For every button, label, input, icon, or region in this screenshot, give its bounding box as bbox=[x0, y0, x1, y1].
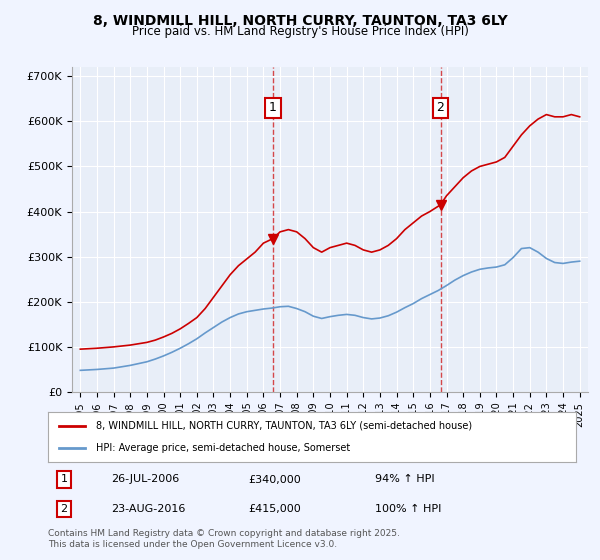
Text: 1: 1 bbox=[61, 474, 67, 484]
Text: 8, WINDMILL HILL, NORTH CURRY, TAUNTON, TA3 6LY (semi-detached house): 8, WINDMILL HILL, NORTH CURRY, TAUNTON, … bbox=[95, 421, 472, 431]
Text: 2: 2 bbox=[437, 101, 445, 114]
Text: 94% ↑ HPI: 94% ↑ HPI bbox=[376, 474, 435, 484]
Text: 8, WINDMILL HILL, NORTH CURRY, TAUNTON, TA3 6LY: 8, WINDMILL HILL, NORTH CURRY, TAUNTON, … bbox=[92, 14, 508, 28]
Text: 100% ↑ HPI: 100% ↑ HPI bbox=[376, 504, 442, 514]
Text: £340,000: £340,000 bbox=[248, 474, 301, 484]
Text: 26-JUL-2006: 26-JUL-2006 bbox=[112, 474, 179, 484]
Text: Contains HM Land Registry data © Crown copyright and database right 2025.
This d: Contains HM Land Registry data © Crown c… bbox=[48, 529, 400, 549]
Text: 1: 1 bbox=[269, 101, 277, 114]
Text: Price paid vs. HM Land Registry's House Price Index (HPI): Price paid vs. HM Land Registry's House … bbox=[131, 25, 469, 38]
Text: HPI: Average price, semi-detached house, Somerset: HPI: Average price, semi-detached house,… bbox=[95, 443, 350, 453]
Text: 2: 2 bbox=[60, 504, 67, 514]
Text: 23-AUG-2016: 23-AUG-2016 bbox=[112, 504, 186, 514]
Text: £415,000: £415,000 bbox=[248, 504, 301, 514]
